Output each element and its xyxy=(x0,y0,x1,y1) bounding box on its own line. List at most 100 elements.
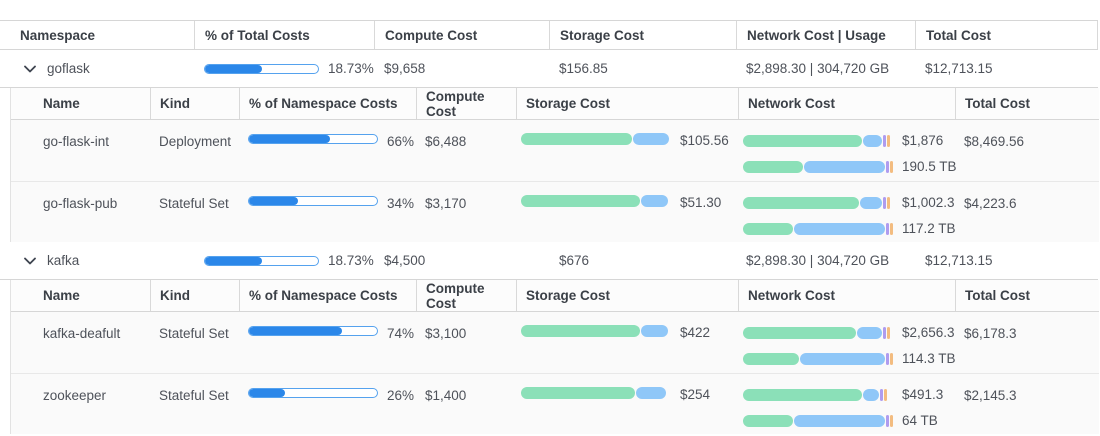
workload-kind: Stateful Set xyxy=(159,196,229,211)
workload-name: kafka-deafult xyxy=(43,326,121,341)
workload-namespace-pct-cell: 26% xyxy=(239,374,416,434)
network-usage-line: 114.3 TB xyxy=(743,351,956,366)
percent-label: 74% xyxy=(387,326,415,341)
workloads-table-header: Name Kind % of Namespace Costs Compute C… xyxy=(11,88,1099,120)
workload-name: go-flask-int xyxy=(43,134,110,149)
network-cost-line: $2,656.3 xyxy=(743,325,955,340)
percent-label: 34% xyxy=(387,196,415,211)
workload-compute-cost: $3,170 xyxy=(425,196,467,211)
subcol-header-compute-cost: Compute Cost xyxy=(416,88,516,119)
storage-cost-label: $422 xyxy=(680,325,711,340)
network-cost-line: $491.3 xyxy=(743,387,943,402)
storage-cost-label: $51.30 xyxy=(680,195,722,210)
namespace-total-pct-cell: 18.73% xyxy=(194,242,374,279)
network-usage-label: 190.5 TB xyxy=(902,159,957,174)
subcol-header-network-cost: Network Cost xyxy=(738,280,955,311)
network-usage-label: 64 TB xyxy=(902,413,938,428)
namespace-compute-cost: $4,500 xyxy=(384,253,426,268)
percent-label: 26% xyxy=(387,388,415,403)
workload-storage-cell: $254 xyxy=(516,374,738,434)
network-usage-label: 117.2 TB xyxy=(902,221,956,236)
network-usage-bar xyxy=(743,160,893,173)
network-usage-bar xyxy=(743,414,893,427)
workload-network-cell: $1,876 190.5 TB xyxy=(738,120,957,181)
storage-cost-label: $254 xyxy=(680,387,711,402)
namespace-row-kafka[interactable]: kafka 18.73% $4,500 $676 $2,898.30 | 304… xyxy=(0,242,1098,280)
subcol-header-compute-cost: Compute Cost xyxy=(416,280,516,311)
workload-total-cost: $4,223.6 xyxy=(964,196,1017,211)
workload-total-cost: $6,178.3 xyxy=(964,326,1017,341)
network-usage-bar xyxy=(743,222,893,235)
network-cost-line: $1,876 xyxy=(743,133,943,148)
workload-storage-cell: $105.56 xyxy=(516,120,738,181)
network-cost-label: $491.3 xyxy=(902,387,944,402)
workload-network-cell: $2,656.3 114.3 TB xyxy=(738,312,956,373)
col-header-namespace: Namespace xyxy=(20,27,96,43)
progress-bar xyxy=(248,326,378,336)
network-usage-line: 117.2 TB xyxy=(743,221,956,236)
network-cost-bar xyxy=(743,326,893,339)
chevron-down-icon[interactable] xyxy=(24,257,36,265)
namespace-name: goflask xyxy=(47,61,90,76)
subcol-header-namespace-costs-pct: % of Namespace Costs xyxy=(239,88,416,119)
percent-label: 18.73% xyxy=(328,61,374,76)
subcol-header-name: Name xyxy=(43,288,80,303)
namespace-storage-cost: $156.85 xyxy=(559,61,608,76)
workload-kind: Stateful Set xyxy=(159,326,229,341)
workload-compute-cost: $3,100 xyxy=(425,326,467,341)
workload-namespace-pct-cell: 66% xyxy=(239,120,416,181)
namespace-name: kafka xyxy=(47,253,80,268)
subcol-header-network-cost: Network Cost xyxy=(738,88,955,119)
network-usage-line: 64 TB xyxy=(743,413,938,428)
namespace-row-goflask[interactable]: goflask 18.73% $9,658 $156.85 $2,898.30 … xyxy=(0,50,1098,88)
col-header-total-costs-pct: % of Total Costs xyxy=(194,21,374,49)
workload-total-cost: $2,145.3 xyxy=(964,388,1017,403)
progress-bar xyxy=(204,255,319,266)
workload-kind: Deployment xyxy=(159,134,232,149)
storage-cost-bar xyxy=(521,195,671,207)
subcol-header-storage-cost: Storage Cost xyxy=(516,280,738,311)
subcol-header-namespace-costs-pct: % of Namespace Costs xyxy=(239,280,416,311)
network-cost-label: $1,002.3 xyxy=(902,195,955,210)
workload-compute-cost: $6,488 xyxy=(425,134,467,149)
progress-bar xyxy=(204,63,319,74)
col-header-storage-cost: Storage Cost xyxy=(549,21,736,49)
network-usage-label: 114.3 TB xyxy=(902,351,956,366)
progress-bar xyxy=(248,388,378,398)
percent-label: 18.73% xyxy=(328,253,374,268)
storage-cost-bar xyxy=(521,387,671,399)
namespace-name-cell: goflask xyxy=(0,50,194,87)
storage-cost-bar xyxy=(521,325,671,337)
network-cost-line: $1,002.3 xyxy=(743,195,955,210)
storage-cost-label: $105.56 xyxy=(680,133,729,148)
namespace-total-cost: $12,713.15 xyxy=(925,61,993,76)
chevron-down-icon[interactable] xyxy=(24,65,36,73)
progress-bar xyxy=(248,196,378,206)
network-cost-bar xyxy=(743,134,893,147)
network-cost-label: $2,656.3 xyxy=(902,325,955,340)
workload-compute-cost: $1,400 xyxy=(425,388,467,403)
namespace-storage-cost: $676 xyxy=(559,253,590,268)
workloads-table-header: Name Kind % of Namespace Costs Compute C… xyxy=(11,280,1099,312)
workload-namespace-pct-cell: 74% xyxy=(239,312,416,373)
col-header-network-cost-usage: Network Cost | Usage xyxy=(736,21,915,49)
workload-name: zookeeper xyxy=(43,388,107,403)
subcol-header-storage-cost: Storage Cost xyxy=(516,88,738,119)
namespace-name-cell: kafka xyxy=(0,242,194,279)
subcol-header-name: Name xyxy=(43,96,80,111)
percent-label: 66% xyxy=(387,134,415,149)
workload-network-cell: $1,002.3 117.2 TB xyxy=(738,182,956,242)
workload-row-zookeeper: zookeeper Stateful Set 26% $1,400 $254 $… xyxy=(11,373,1099,434)
workloads-table-goflask: Name Kind % of Namespace Costs Compute C… xyxy=(10,88,1099,242)
subcol-header-total-cost: Total Cost xyxy=(955,280,1099,311)
workloads-table-kafka: Name Kind % of Namespace Costs Compute C… xyxy=(10,280,1099,434)
workload-row-go-flask-int: go-flask-int Deployment 66% $6,488 $105.… xyxy=(11,120,1099,181)
col-header-compute-cost: Compute Cost xyxy=(374,21,549,49)
workload-name: go-flask-pub xyxy=(43,196,118,211)
storage-cost-bar xyxy=(521,133,671,145)
namespace-total-cost: $12,713.15 xyxy=(925,253,993,268)
progress-bar xyxy=(248,134,378,144)
workload-namespace-pct-cell: 34% xyxy=(239,182,416,242)
network-cost-bar xyxy=(743,388,893,401)
